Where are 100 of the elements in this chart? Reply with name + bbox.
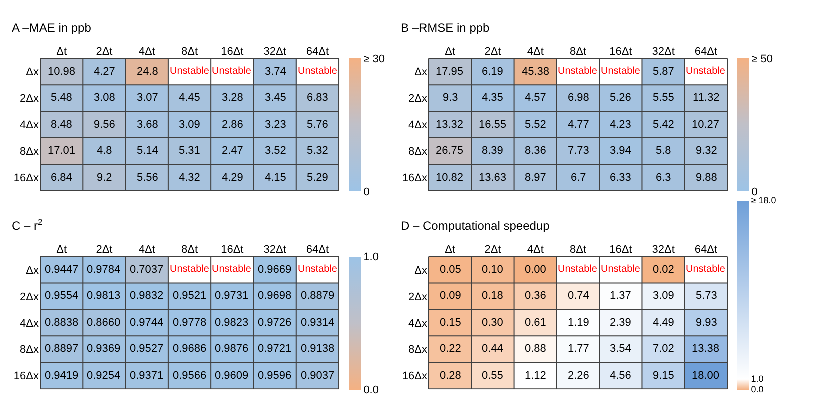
data-label: 0.9419	[45, 370, 79, 382]
data-label: 9.32	[696, 145, 718, 157]
data-label: 10.82	[436, 172, 464, 184]
data-label: 0.9744	[130, 317, 164, 329]
data-label: 0.9731	[215, 290, 249, 302]
data-label: 8.48	[51, 119, 72, 131]
x-tick-label: 4Δt	[138, 244, 156, 256]
y-tick-label: 4Δx	[20, 318, 40, 330]
data-label: 0.8897	[45, 343, 79, 355]
data-label: 4.8	[97, 145, 112, 157]
x-tick-label: 4Δt	[527, 46, 544, 58]
data-label: 6.19	[482, 66, 504, 78]
data-label: 0.9369	[87, 343, 121, 355]
data-label: 9.88	[696, 172, 718, 184]
data-label: 7.02	[653, 343, 674, 355]
y-tick-label: 4Δx	[408, 120, 428, 132]
data-label: 0.9698	[258, 290, 292, 302]
data-label: 4.57	[525, 92, 546, 104]
data-label: 5.8	[656, 145, 672, 157]
y-tick-label: 16Δx	[402, 370, 428, 383]
data-label: 0.9823	[215, 317, 249, 329]
data-label: 2.47	[222, 145, 244, 157]
x-tick-label: 2Δt	[484, 46, 502, 58]
data-label: 8.97	[525, 172, 546, 184]
data-label: 0.30	[482, 317, 504, 329]
data-label: 4.35	[482, 92, 504, 104]
data-label: 0.9596	[258, 370, 292, 382]
y-tick-label: 2Δx	[20, 291, 40, 304]
data-label: 3.68	[137, 119, 158, 131]
y-tick-label: Δx	[414, 66, 428, 79]
y-tick-label: 4Δx	[20, 120, 40, 132]
data-label: 0.8660	[87, 317, 121, 329]
data-label: 5.29	[307, 172, 328, 184]
data-label: 5.76	[307, 119, 328, 131]
data-label: 24.8	[137, 66, 158, 78]
data-label: 6.83	[307, 92, 328, 104]
text: Unstable	[170, 264, 210, 275]
x-tick-label: 8Δt	[181, 244, 198, 256]
data-label: 0.8838	[45, 317, 79, 329]
x-tick-label: 32Δt	[652, 244, 675, 256]
x-tick-label: 64Δt	[306, 46, 330, 58]
data-label: 0.02	[653, 264, 674, 276]
data-label: 16.55	[479, 119, 507, 131]
data-label: 26.75	[436, 145, 464, 157]
data-label: 6.33	[610, 172, 632, 184]
y-tick-label: 8Δx	[20, 344, 40, 356]
chart-title: A –MAE in ppb	[12, 21, 92, 35]
data-label: 0.9726	[258, 317, 292, 329]
data-label: 9.3	[443, 92, 458, 104]
data-label: 4.29	[222, 172, 244, 184]
text: Unstable	[686, 264, 726, 275]
data-label: 17.01	[48, 145, 76, 157]
x-tick-label: 16Δt	[221, 244, 244, 256]
text: Unstable	[558, 66, 598, 77]
color-bar-label: 0.0	[751, 384, 764, 395]
data-label: 0.55	[482, 370, 504, 382]
data-label: 5.56	[137, 172, 158, 184]
data-label: 5.26	[610, 92, 632, 104]
color-bar-label: 0	[364, 186, 370, 198]
x-tick-label: Δt	[56, 244, 68, 256]
data-label: 0.9876	[215, 343, 249, 355]
y-tick-label: 8Δx	[408, 146, 428, 158]
chart-title: B –RMSE in ppb	[401, 21, 490, 35]
data-label: 0.9314	[301, 317, 335, 329]
x-tick-label: 8Δt	[570, 244, 587, 256]
data-label: 3.52	[265, 145, 286, 157]
data-label: 5.42	[653, 119, 674, 131]
data-label: 5.55	[653, 92, 674, 104]
data-label: 0.9832	[130, 290, 164, 302]
data-label: 0.10	[482, 264, 504, 276]
data-label: 8.36	[525, 145, 546, 157]
y-tick-label: 2Δx	[20, 93, 40, 106]
data-label: 18.00	[692, 370, 720, 382]
data-label: 0.15	[440, 317, 462, 329]
x-tick-label: 64Δt	[306, 244, 330, 256]
x-tick-label: 32Δt	[264, 46, 286, 58]
chart-title: C – r$^{2}$	[12, 217, 44, 234]
data-label: 0.28	[440, 370, 462, 382]
color-bar-label: 1.0	[751, 374, 764, 384]
data-label: 0.9778	[173, 317, 207, 329]
data-label: 3.28	[222, 92, 244, 104]
y-tick-label: 8Δx	[20, 146, 40, 158]
data-label: 0.09	[440, 290, 462, 302]
data-label: 5.32	[307, 145, 328, 157]
data-label: 5.14	[137, 145, 158, 157]
data-label: 0.00	[525, 264, 546, 276]
color-bar-label: ≥ 50	[752, 53, 774, 66]
y-tick-label: 4Δx	[408, 318, 428, 330]
data-label: 7.73	[568, 145, 590, 157]
y-tick-label: 2Δx	[408, 93, 428, 106]
data-label: 10.27	[692, 119, 720, 131]
x-tick-label: 2Δt	[484, 244, 502, 256]
data-label: 0.8879	[301, 290, 335, 302]
y-tick-label: 2Δx	[408, 291, 428, 304]
data-label: 0.9669	[258, 264, 292, 276]
x-tick-label: 16Δt	[221, 46, 244, 58]
x-tick-label: Δt	[445, 244, 456, 256]
text: Unstable	[298, 66, 338, 77]
data-label: 0.9721	[258, 343, 292, 355]
data-label: 17.95	[436, 66, 464, 78]
